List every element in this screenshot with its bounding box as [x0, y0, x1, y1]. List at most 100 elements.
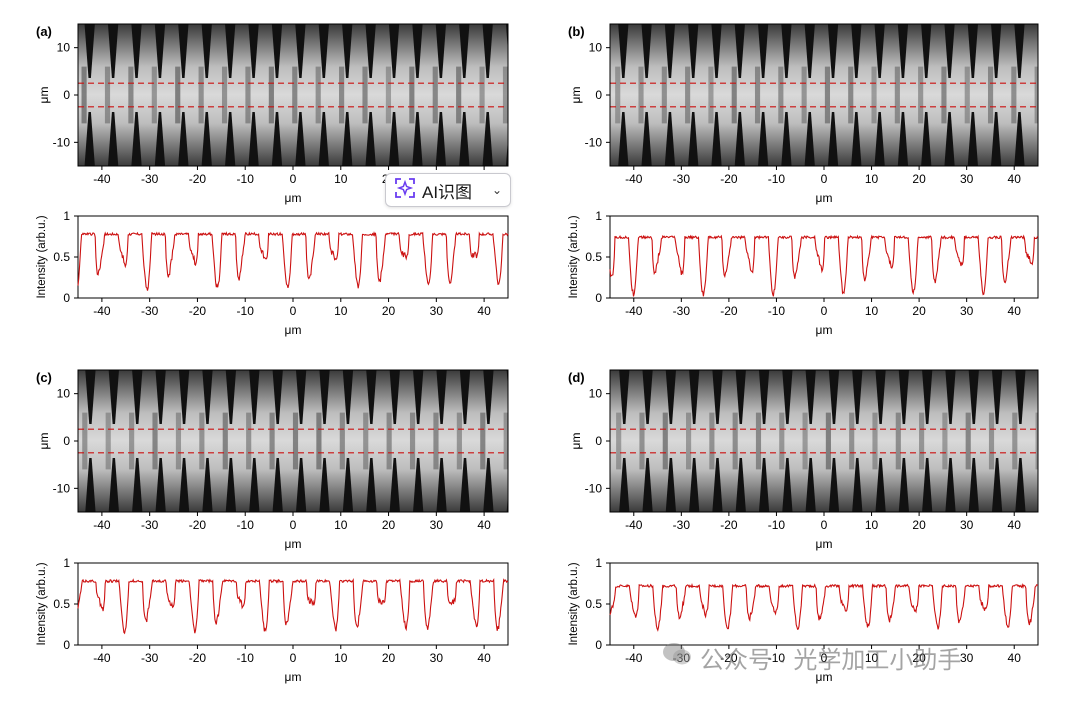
grating-block: [755, 412, 762, 470]
grating-block: [709, 412, 715, 470]
y-tick-label: 1: [63, 556, 70, 570]
comb-tooth-top: [459, 24, 470, 78]
comb-tooth-top: [482, 24, 493, 78]
grating-block: [1034, 66, 1038, 124]
comb-tooth-bottom: [782, 458, 793, 512]
y-tick-label: -10: [53, 135, 71, 149]
comb-tooth-top: [154, 24, 166, 78]
image-xlabel: μm: [285, 191, 302, 205]
grating-block: [151, 66, 157, 124]
comb-tooth-bottom: [155, 458, 166, 512]
comb-tooth-top: [734, 24, 745, 78]
comb-tooth-top: [852, 370, 863, 424]
grating-block: [362, 66, 368, 124]
y-tick-label: 1: [595, 556, 602, 570]
x-tick-label: -40: [93, 651, 111, 665]
ai-recognize-button[interactable]: AI识图 ⌄: [385, 173, 511, 207]
grating-block: [82, 412, 88, 470]
grating-block: [175, 66, 181, 124]
comb-tooth-bottom: [712, 458, 723, 512]
watermark-text: 公众号 · 光学加工小助手: [700, 647, 962, 674]
comb-tooth-bottom: [107, 112, 119, 166]
comb-tooth-bottom: [225, 112, 236, 166]
comb-tooth-top: [319, 370, 330, 424]
comb-tooth-bottom: [295, 112, 306, 166]
grating-block: [433, 412, 439, 470]
comb-tooth-top: [991, 370, 1003, 424]
grating-block: [778, 66, 784, 124]
comb-tooth-bottom: [852, 458, 863, 512]
image-xlabel: μm: [816, 191, 833, 205]
grating-block: [965, 412, 971, 470]
x-tick-label: 20: [912, 518, 926, 532]
comb-tooth-top: [897, 24, 909, 78]
x-tick-label: 10: [865, 518, 879, 532]
x-tick-label: -10: [768, 651, 786, 665]
grating-block: [128, 66, 134, 124]
y-tick-label: 10: [57, 41, 71, 55]
micrograph: [78, 370, 540, 512]
comb-tooth-top: [922, 370, 933, 424]
comb-tooth-bottom: [178, 112, 189, 166]
grating-block: [964, 66, 970, 124]
y-tick-label: 0: [595, 291, 602, 305]
comb-tooth-bottom: [805, 458, 816, 512]
grating-block: [409, 412, 416, 470]
comb-tooth-bottom: [413, 458, 424, 512]
grating-block: [871, 66, 877, 124]
grating-block: [339, 412, 345, 470]
y-tick-label: 0: [63, 291, 70, 305]
grating-block: [1058, 67, 1063, 124]
comb-tooth-top: [1061, 24, 1071, 78]
x-tick-label: -40: [625, 518, 643, 532]
comb-tooth-top: [318, 24, 329, 78]
panel-label: (d): [568, 370, 585, 385]
intensity-profile-line: [77, 231, 509, 291]
chevron-down-icon: ⌄: [491, 183, 502, 197]
grating-block: [731, 66, 737, 124]
comb-tooth-bottom: [1062, 458, 1072, 512]
comb-tooth-top: [436, 370, 447, 424]
comb-tooth-bottom: [154, 112, 166, 166]
x-tick-label: 40: [477, 651, 491, 665]
grating-block: [895, 412, 901, 470]
comb-tooth-top: [366, 370, 377, 424]
grating-block: [708, 66, 714, 124]
profile-frame: [609, 562, 1039, 646]
x-tick-label: -30: [141, 304, 159, 318]
x-tick-label: 30: [960, 518, 974, 532]
y-tick-label: 0: [595, 434, 602, 448]
panel-label: (a): [36, 24, 52, 39]
grating-block: [732, 412, 738, 470]
comb-tooth-bottom: [804, 112, 815, 166]
comb-tooth-top: [1062, 370, 1072, 424]
x-tick-label: 20: [382, 304, 396, 318]
comb-tooth-top: [249, 370, 260, 424]
comb-tooth-top: [412, 24, 423, 78]
comb-tooth-top: [827, 24, 839, 78]
comb-tooth-bottom: [202, 458, 213, 512]
x-tick-label: -10: [237, 651, 255, 665]
grating-block: [918, 66, 924, 124]
x-tick-label: -30: [673, 651, 691, 665]
x-tick-label: -40: [625, 651, 643, 665]
comb-tooth-bottom: [318, 112, 329, 166]
comb-tooth-bottom: [319, 458, 330, 512]
grating-block: [479, 66, 485, 124]
comb-tooth-bottom: [459, 458, 471, 512]
grating-block: [480, 412, 486, 470]
x-tick-label: 10: [334, 304, 348, 318]
x-tick-label: 30: [960, 304, 974, 318]
comb-tooth-bottom: [365, 112, 376, 166]
comb-tooth-top: [295, 24, 306, 78]
comb-tooth-top: [435, 24, 447, 78]
comb-tooth-top: [459, 370, 471, 424]
comb-tooth-bottom: [530, 458, 540, 512]
comb-tooth-top: [108, 370, 119, 424]
grating-block: [849, 412, 855, 470]
image-ylabel: μm: [37, 433, 51, 450]
grating-block: [919, 412, 925, 470]
x-tick-label: -30: [673, 304, 691, 318]
comb-tooth-bottom: [641, 112, 652, 166]
x-tick-label: -30: [673, 172, 691, 186]
